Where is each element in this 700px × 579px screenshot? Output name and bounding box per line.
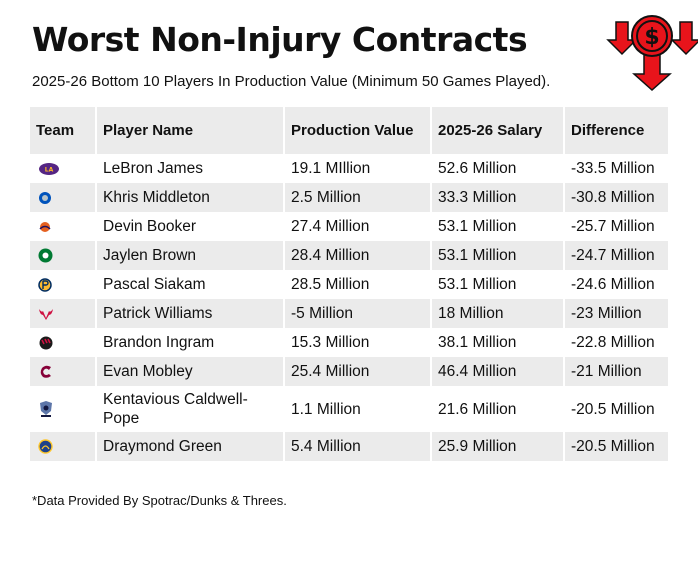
- lakers-logo-icon: LA: [39, 162, 59, 175]
- difference: -22.8 Million: [565, 328, 668, 357]
- team-cell: [30, 432, 97, 461]
- team-cell: [30, 328, 97, 357]
- player-name: Draymond Green: [97, 432, 285, 461]
- player-name: Kentavious Caldwell-Pope: [97, 386, 285, 432]
- table-row: Brandon Ingram 15.3 Million 38.1 Million…: [30, 328, 668, 357]
- difference: -20.5 Million: [565, 386, 668, 432]
- team-cell: [30, 357, 97, 386]
- player-name: Patrick Williams: [97, 299, 285, 328]
- difference: -23 Million: [565, 299, 668, 328]
- team-cell: [30, 299, 97, 328]
- production-value: 1.1 Million: [285, 386, 432, 432]
- player-name: Khris Middleton: [97, 183, 285, 212]
- salary: 53.1 Million: [432, 212, 565, 241]
- salary: 38.1 Million: [432, 328, 565, 357]
- production-value: 19.1 MIllion: [285, 154, 432, 183]
- production-value: -5 Million: [285, 299, 432, 328]
- team-cell: [30, 241, 97, 270]
- team-cell: [30, 386, 97, 432]
- production-value: 25.4 Million: [285, 357, 432, 386]
- table-row: Patrick Williams -5 Million 18 Million -…: [30, 299, 668, 328]
- header-difference: Difference: [565, 107, 668, 154]
- header-salary: 2025-26 Salary: [432, 107, 565, 154]
- suns-logo-icon: [39, 221, 51, 232]
- player-name: Evan Mobley: [97, 357, 285, 386]
- table-row: Pascal Siakam 28.5 Million 53.1 Million …: [30, 270, 668, 299]
- production-value: 28.4 Million: [285, 241, 432, 270]
- svg-text:LA: LA: [45, 166, 54, 173]
- salary: 53.1 Million: [432, 241, 565, 270]
- production-value: 27.4 Million: [285, 212, 432, 241]
- celtics-logo-icon: [38, 248, 53, 263]
- table-row: Draymond Green 5.4 Million 25.9 Million …: [30, 432, 668, 461]
- table-row: LA LeBron James 19.1 MIllion 52.6 Millio…: [30, 154, 668, 183]
- salary: 53.1 Million: [432, 270, 565, 299]
- player-name: Jaylen Brown: [97, 241, 285, 270]
- table-row: Jaylen Brown 28.4 Million 53.1 Million -…: [30, 241, 668, 270]
- difference: -25.7 Million: [565, 212, 668, 241]
- salary: 46.4 Million: [432, 357, 565, 386]
- pacers-logo-icon: [38, 278, 52, 292]
- header-production-value: Production Value: [285, 107, 432, 154]
- contracts-table: Team Player Name Production Value 2025-2…: [30, 107, 668, 461]
- salary: 25.9 Million: [432, 432, 565, 461]
- header-team: Team: [30, 107, 97, 154]
- player-name: Brandon Ingram: [97, 328, 285, 357]
- difference: -21 Million: [565, 357, 668, 386]
- table-header-row: Team Player Name Production Value 2025-2…: [30, 107, 668, 154]
- production-value: 28.5 Million: [285, 270, 432, 299]
- warriors-logo-icon: [38, 439, 53, 455]
- player-name: Pascal Siakam: [97, 270, 285, 299]
- mavericks-logo-icon: [39, 191, 51, 204]
- player-name: LeBron James: [97, 154, 285, 183]
- header-player-name: Player Name: [97, 107, 285, 154]
- bulls-logo-icon: [39, 308, 53, 320]
- difference: -33.5 Million: [565, 154, 668, 183]
- cavaliers-logo-icon: [40, 365, 51, 378]
- table-row: Devin Booker 27.4 Million 53.1 Million -…: [30, 212, 668, 241]
- salary: 52.6 Million: [432, 154, 565, 183]
- table-row: Khris Middleton 2.5 Million 33.3 Million…: [30, 183, 668, 212]
- player-name: Devin Booker: [97, 212, 285, 241]
- production-value: 2.5 Million: [285, 183, 432, 212]
- table-row: Kentavious Caldwell-Pope 1.1 Million 21.…: [30, 386, 668, 432]
- production-value: 5.4 Million: [285, 432, 432, 461]
- team-cell: [30, 270, 97, 299]
- team-cell: [30, 183, 97, 212]
- page-subtitle: 2025-26 Bottom 10 Players In Production …: [32, 73, 551, 90]
- page-title: Worst Non-Injury Contracts: [32, 20, 528, 59]
- salary: 33.3 Million: [432, 183, 565, 212]
- production-value: 15.3 Million: [285, 328, 432, 357]
- grizzlies-logo-icon: [40, 401, 52, 418]
- salary: 18 Million: [432, 299, 565, 328]
- raptors-logo-icon: [39, 336, 53, 350]
- team-cell: [30, 212, 97, 241]
- salary: 21.6 Million: [432, 386, 565, 432]
- svg-text:$: $: [644, 25, 659, 50]
- dollar-down-arrows-icon: $: [606, 15, 698, 92]
- difference: -20.5 Million: [565, 432, 668, 461]
- table-row: Evan Mobley 25.4 Million 46.4 Million -2…: [30, 357, 668, 386]
- difference: -30.8 Million: [565, 183, 668, 212]
- footnote: *Data Provided By Spotrac/Dunks & Threes…: [32, 493, 287, 508]
- difference: -24.7 Million: [565, 241, 668, 270]
- difference: -24.6 Million: [565, 270, 668, 299]
- team-cell: LA: [30, 154, 97, 183]
